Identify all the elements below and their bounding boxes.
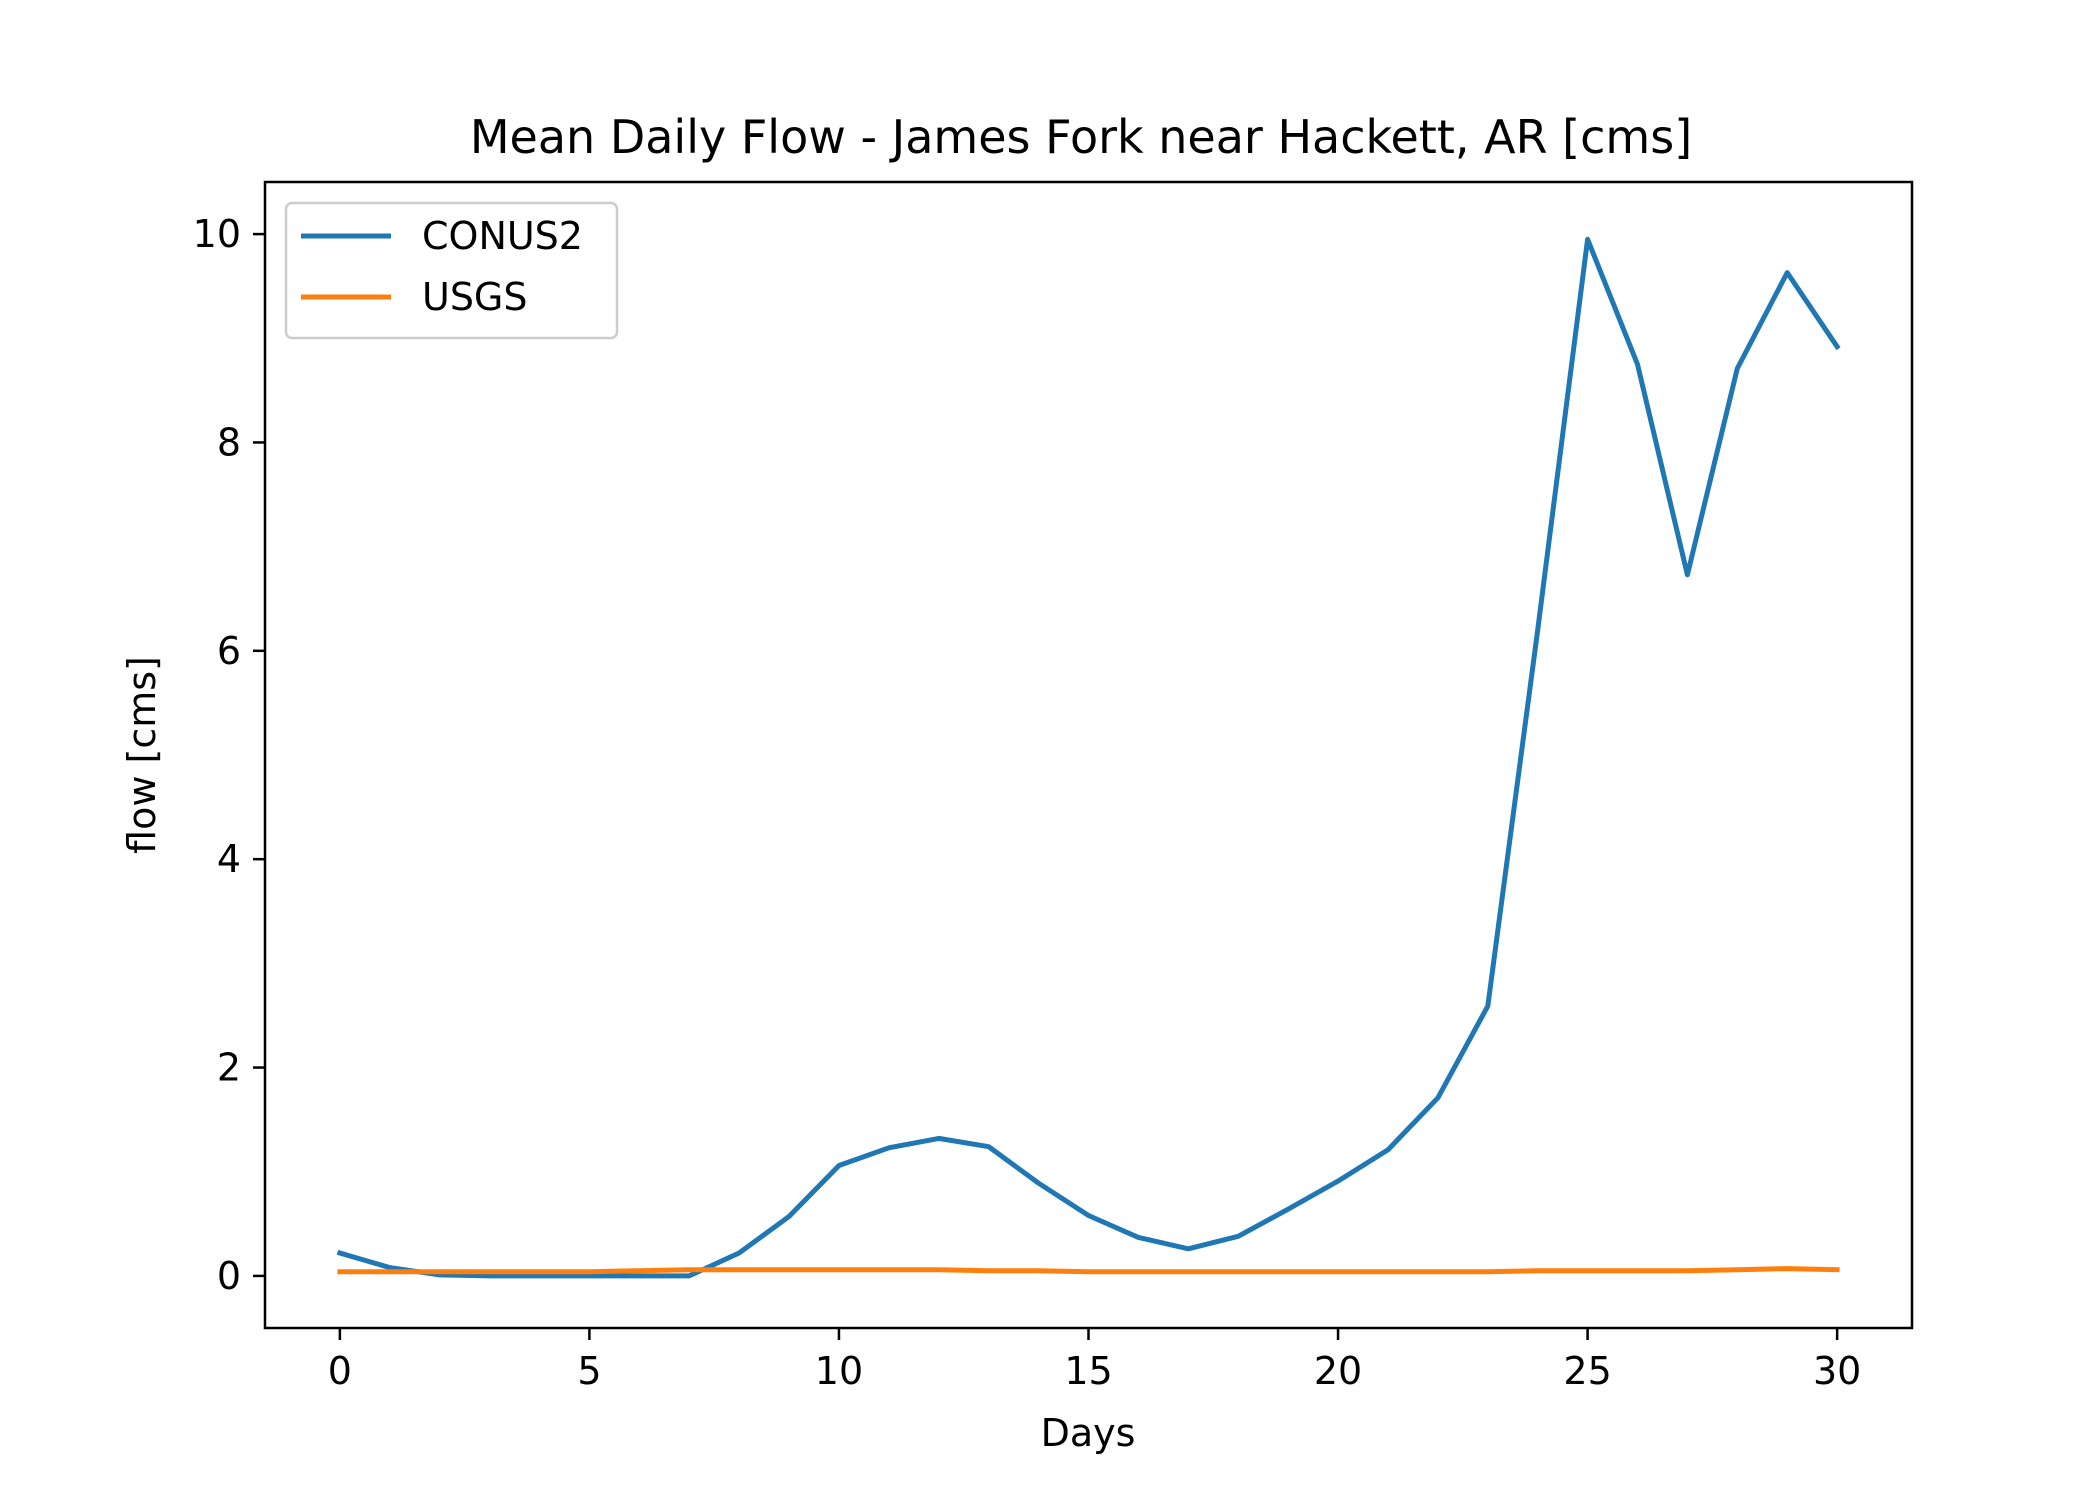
y-tick-label: 6 <box>217 629 241 673</box>
y-tick-label: 10 <box>193 212 241 256</box>
y-tick-label: 8 <box>217 420 241 464</box>
series-layer <box>336 236 1841 1279</box>
x-tick-label: 10 <box>815 1349 863 1393</box>
y-tick-label: 4 <box>217 837 241 881</box>
y-tick-label: 0 <box>217 1254 241 1298</box>
x-axis-ticks: 0 5 10 15 20 25 30 <box>328 1328 1861 1393</box>
x-tick-label: 20 <box>1314 1349 1362 1393</box>
legend-label-conus2: CONUS2 <box>422 214 583 258</box>
x-tick-label: 5 <box>577 1349 601 1393</box>
x-tick-label: 15 <box>1064 1349 1112 1393</box>
y-tick-label: 2 <box>217 1046 241 1090</box>
x-tick-label: 0 <box>328 1349 352 1393</box>
y-axis-label: flow [cms] <box>120 656 164 854</box>
series-line-usgs <box>337 1266 1840 1275</box>
x-tick-label: 25 <box>1563 1349 1611 1393</box>
y-axis-ticks: 0 2 4 6 8 10 <box>193 212 265 1298</box>
chart-title: Mean Daily Flow - James Fork near Hacket… <box>470 110 1692 164</box>
x-tick-label: 30 <box>1813 1349 1861 1393</box>
legend: CONUS2 USGS <box>284 201 619 340</box>
series-line-conus2 <box>336 236 1841 1279</box>
x-axis-label: Days <box>1041 1411 1136 1455</box>
legend-label-usgs: USGS <box>422 275 528 319</box>
